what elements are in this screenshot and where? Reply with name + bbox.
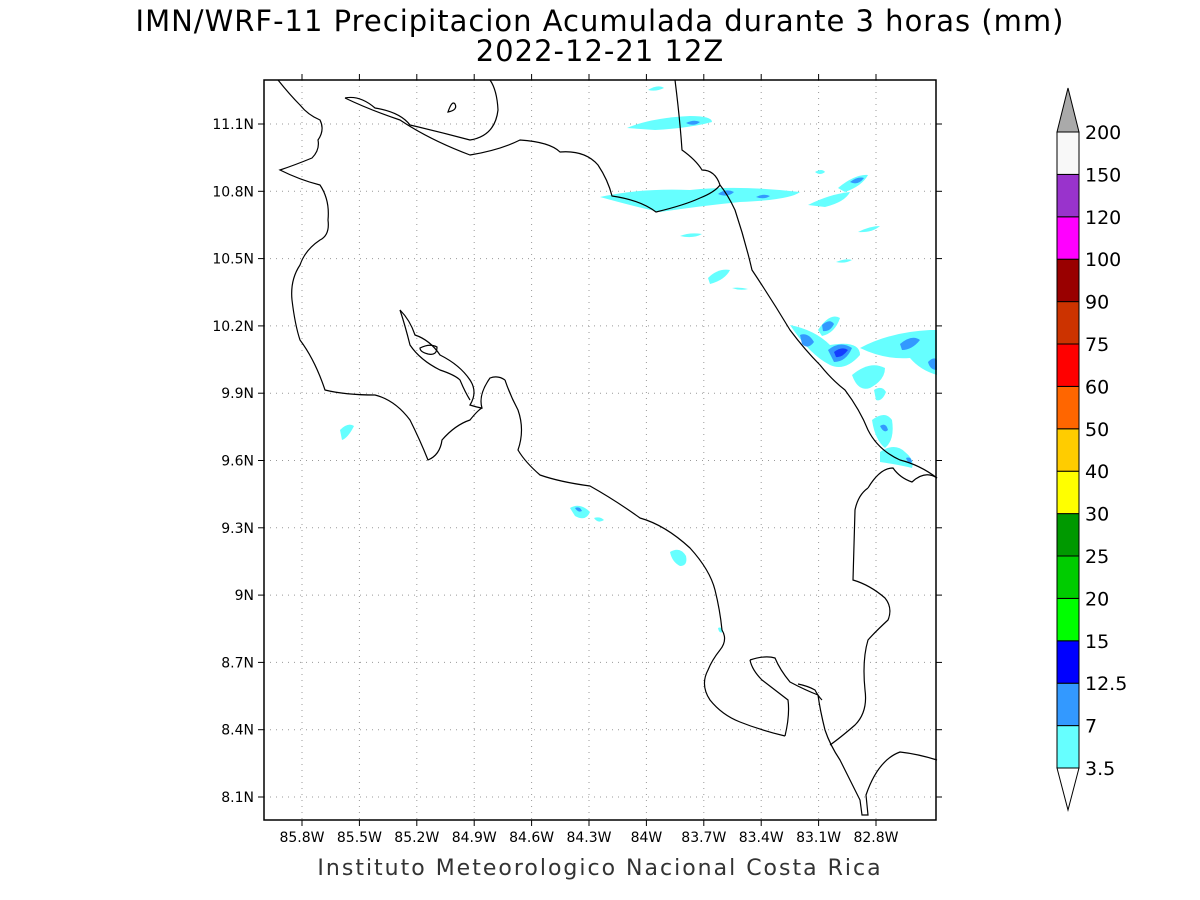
lon-tick-label: 85.8W xyxy=(279,830,324,846)
lat-tick-label: 8.1N xyxy=(221,790,254,806)
rain-area xyxy=(858,226,880,233)
colorbar-level-label: 3.5 xyxy=(1085,758,1115,780)
coastline xyxy=(277,79,938,816)
colorbar-swatch xyxy=(1056,513,1080,557)
rain-area xyxy=(570,505,590,519)
credit-footer: Instituto Meteorologico Nacional Costa R… xyxy=(317,856,883,881)
lat-tick-label: 8.4N xyxy=(221,723,254,739)
rain-area xyxy=(906,457,912,463)
rain-core xyxy=(834,348,848,358)
colorbar-swatch xyxy=(1056,555,1080,599)
rain-area xyxy=(686,120,700,125)
colorbar-level-label: 100 xyxy=(1085,249,1121,271)
map-frame xyxy=(263,79,937,821)
lat-tick-label: 10.2N xyxy=(212,319,254,335)
rain-area xyxy=(670,549,687,566)
lat-tick-label: 8.7N xyxy=(221,655,254,671)
rain-area xyxy=(627,116,712,130)
colorbar-swatch xyxy=(1056,470,1080,515)
colorbar-swatch xyxy=(1056,640,1080,684)
lon-tick-label: 83.7W xyxy=(681,830,726,846)
colorbar-level-label: 50 xyxy=(1085,419,1109,441)
rain-area xyxy=(850,177,864,184)
rain-area xyxy=(680,233,702,238)
lon-tick-label: 84.6W xyxy=(509,830,554,846)
colorbar-swatch xyxy=(1056,258,1080,303)
rain-area xyxy=(648,86,664,91)
colorbar-swatch xyxy=(1056,385,1080,430)
colorbar-level-label: 25 xyxy=(1085,546,1109,568)
rain-area xyxy=(756,194,770,199)
rain-area xyxy=(732,287,748,290)
colorbar-swatch xyxy=(1056,301,1080,345)
rain-area xyxy=(594,517,604,522)
colorbar-under-arrow xyxy=(1056,767,1080,812)
lat-tick-label: 9.6N xyxy=(221,454,254,470)
rain-area xyxy=(874,387,886,401)
lon-tick-label: 85.5W xyxy=(337,830,382,846)
colorbar-swatch xyxy=(1056,343,1080,387)
lat-tick-label: 10.8N xyxy=(212,184,254,200)
lon-tick-label: 84.9W xyxy=(452,830,497,846)
colorbar-level-label: 40 xyxy=(1085,461,1109,483)
lon-tick-label: 84W xyxy=(631,830,663,846)
lon-tick-label: 83.4W xyxy=(739,830,784,846)
map-title: IMN/WRF-11 Precipitacion Acumulada duran… xyxy=(135,4,1065,38)
rain-area xyxy=(852,365,885,389)
lat-tick-label: 9N xyxy=(235,588,254,604)
colorbar-level-label: 15 xyxy=(1085,631,1109,653)
rain-area xyxy=(815,170,825,174)
map-subtitle: 2022-12-21 12Z xyxy=(475,34,725,68)
rain-area xyxy=(340,424,354,440)
rain-area xyxy=(708,269,730,284)
colorbar: 3.5 7 12.5 15 20 25 30 40 50 60 75 90 100 120 150 200 xyxy=(1056,87,1127,812)
colorbar-swatch xyxy=(1056,428,1080,472)
colorbar-level-label: 120 xyxy=(1085,207,1121,229)
rain-area xyxy=(880,424,888,432)
lon-tick-label: 85.2W xyxy=(394,830,439,846)
colorbar-level-label: 75 xyxy=(1085,334,1109,356)
axis-ticks xyxy=(258,74,942,826)
rain-area xyxy=(800,334,814,347)
rain-area xyxy=(928,358,937,370)
colorbar-swatch xyxy=(1056,725,1080,769)
rain-area xyxy=(808,192,850,207)
rain-area xyxy=(836,259,852,263)
lat-tick-label: 10.5N xyxy=(212,252,254,268)
colorbar-swatch xyxy=(1056,216,1080,260)
colorbar-level-label: 60 xyxy=(1085,376,1109,398)
axis-tick-labels: 11.1N 10.8N 10.5N 10.2N 9.9N 9.6N 9.3N 9N 8.7N 8.… xyxy=(212,117,898,846)
rain-area xyxy=(600,187,800,212)
colorbar-swatch xyxy=(1056,597,1080,642)
lat-tick-label: 9.9N xyxy=(221,386,254,402)
rain-area xyxy=(822,321,834,332)
graticule xyxy=(264,80,936,820)
colorbar-level-label: 20 xyxy=(1085,588,1109,610)
colorbar-swatch xyxy=(1056,131,1080,175)
rain-area xyxy=(900,337,920,350)
rain-area xyxy=(838,174,868,192)
rain-area xyxy=(872,415,893,448)
precipitation-field xyxy=(340,86,937,633)
lat-tick-label: 11.1N xyxy=(212,117,254,133)
lat-tick-label: 9.3N xyxy=(221,521,254,537)
lon-tick-label: 84.3W xyxy=(566,830,611,846)
colorbar-level-label: 12.5 xyxy=(1085,673,1127,695)
colorbar-swatch xyxy=(1056,682,1080,727)
lon-tick-label: 82.8W xyxy=(853,830,898,846)
rain-area xyxy=(575,507,582,512)
rain-area xyxy=(880,447,913,468)
colorbar-over-arrow xyxy=(1056,87,1080,133)
colorbar-level-label: 90 xyxy=(1085,292,1109,314)
colorbar-level-label: 150 xyxy=(1085,164,1121,186)
lon-tick-label: 83.1W xyxy=(796,830,841,846)
colorbar-level-label: 200 xyxy=(1085,122,1121,144)
colorbar-swatch xyxy=(1056,173,1080,218)
colorbar-level-label: 30 xyxy=(1085,504,1109,526)
colorbar-level-label: 7 xyxy=(1085,716,1097,738)
